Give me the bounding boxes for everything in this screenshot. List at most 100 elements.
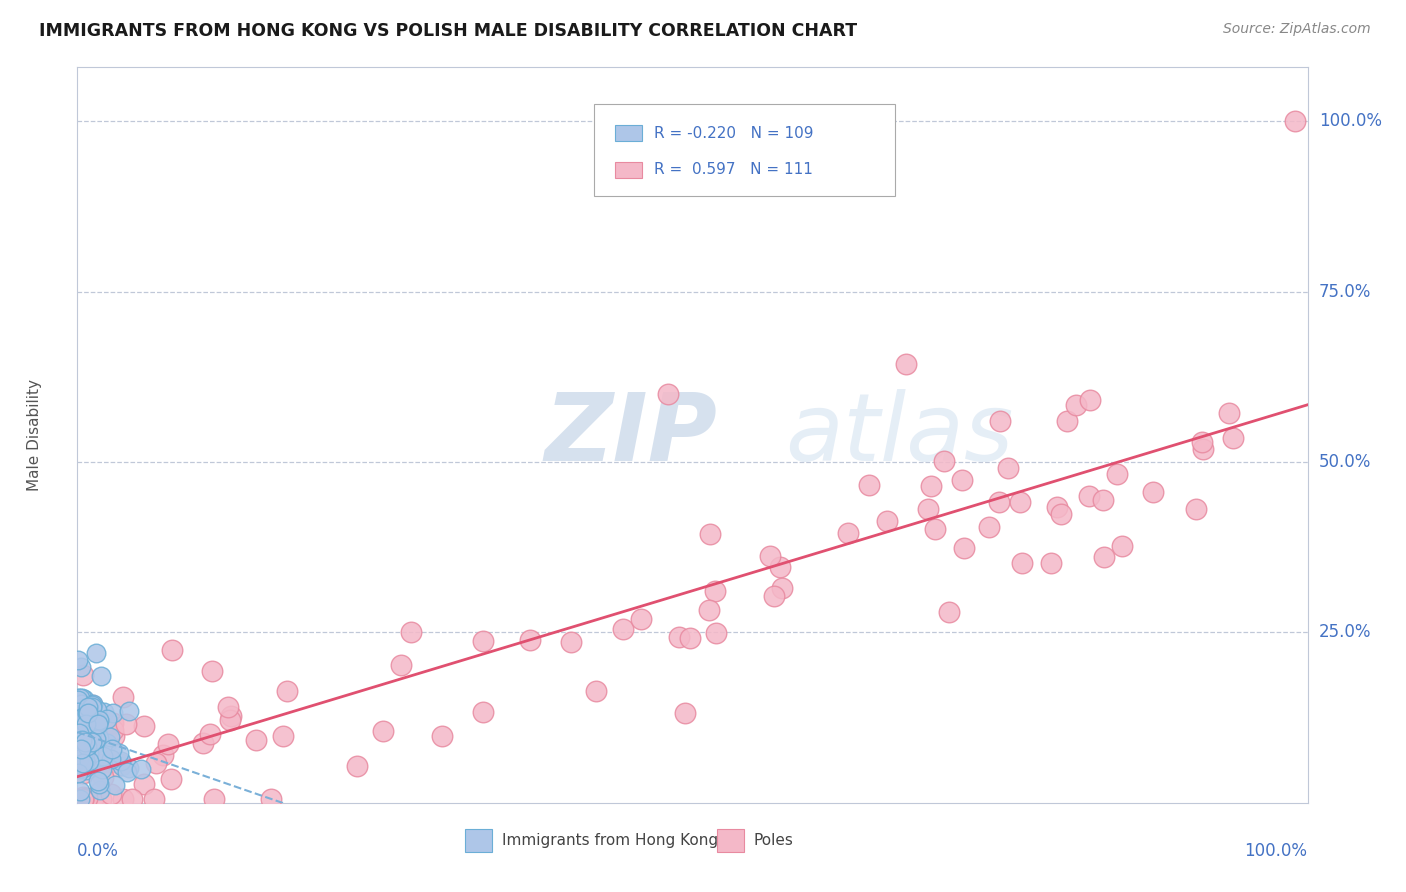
Point [1107,467,1129,481]
Point [920,479,942,493]
Point [762,589,785,603]
Point [73,742,96,756]
Point [346,758,368,772]
Point [668,630,690,644]
Point [73,741,96,756]
Point [72,792,94,806]
Point [1078,489,1101,503]
Point [80,698,103,712]
Point [69,704,91,718]
Point [96,736,118,750]
Point [1218,406,1240,420]
Point [86,715,108,730]
Point [118,704,141,718]
Text: 100.0%: 100.0% [1319,112,1382,130]
Point [69,720,91,734]
Point [1284,114,1306,128]
Point [84,731,107,746]
Point [76,706,98,720]
Point [72,754,94,768]
Point [997,461,1019,475]
Point [260,792,283,806]
Point [75,763,97,777]
Point [271,729,294,743]
Point [704,583,727,598]
Text: ZIP: ZIP [546,389,717,481]
Point [66,653,89,667]
Point [1222,431,1244,445]
Text: Source: ZipAtlas.com: Source: ZipAtlas.com [1223,22,1371,37]
Point [86,703,108,717]
Point [86,723,108,737]
Point [69,691,91,706]
Point [245,732,267,747]
FancyBboxPatch shape [465,829,492,852]
FancyBboxPatch shape [614,125,643,141]
Point [67,762,90,776]
Point [131,762,153,776]
Point [121,792,143,806]
Point [79,754,101,768]
Point [100,787,122,801]
Point [87,731,110,746]
Text: 100.0%: 100.0% [1244,842,1308,860]
Point [430,729,453,743]
Point [134,719,156,733]
Point [657,387,679,401]
Point [630,612,652,626]
Point [83,714,105,729]
Text: 50.0%: 50.0% [1319,453,1371,471]
Point [111,690,134,704]
Point [72,756,94,771]
Point [70,691,93,706]
Point [90,750,112,764]
Point [152,748,174,763]
Point [70,659,93,673]
Point [876,514,898,528]
Point [101,716,124,731]
Point [73,726,96,740]
Point [82,792,104,806]
Point [67,737,90,751]
Point [952,541,974,556]
Point [87,774,110,789]
FancyBboxPatch shape [614,161,643,178]
Point [389,657,412,672]
Point [77,746,100,760]
Text: R =  0.597   N = 111: R = 0.597 N = 111 [654,162,813,178]
Point [72,792,94,806]
Point [1008,494,1031,508]
Point [202,792,225,806]
Point [89,776,111,790]
Point [67,714,90,728]
Point [67,726,90,740]
Point [1092,493,1115,508]
Point [758,549,780,563]
Point [104,778,127,792]
Point [101,716,124,731]
Point [91,762,114,776]
Point [200,664,222,678]
Point [100,752,122,766]
Point [90,669,112,683]
Point [69,792,91,806]
Point [98,731,121,745]
Point [105,758,128,772]
Point [75,734,97,748]
Point [84,717,107,731]
Text: 25.0%: 25.0% [1319,624,1371,641]
Point [69,729,91,743]
Point [111,759,134,773]
Point [77,759,100,773]
Point [75,719,97,733]
Point [837,526,859,541]
Point [66,749,89,764]
Point [67,690,90,705]
Point [101,742,124,756]
Point [1191,442,1213,457]
Point [673,706,696,720]
Point [75,716,97,731]
Point [98,755,121,769]
Point [70,701,93,715]
Point [94,716,117,731]
